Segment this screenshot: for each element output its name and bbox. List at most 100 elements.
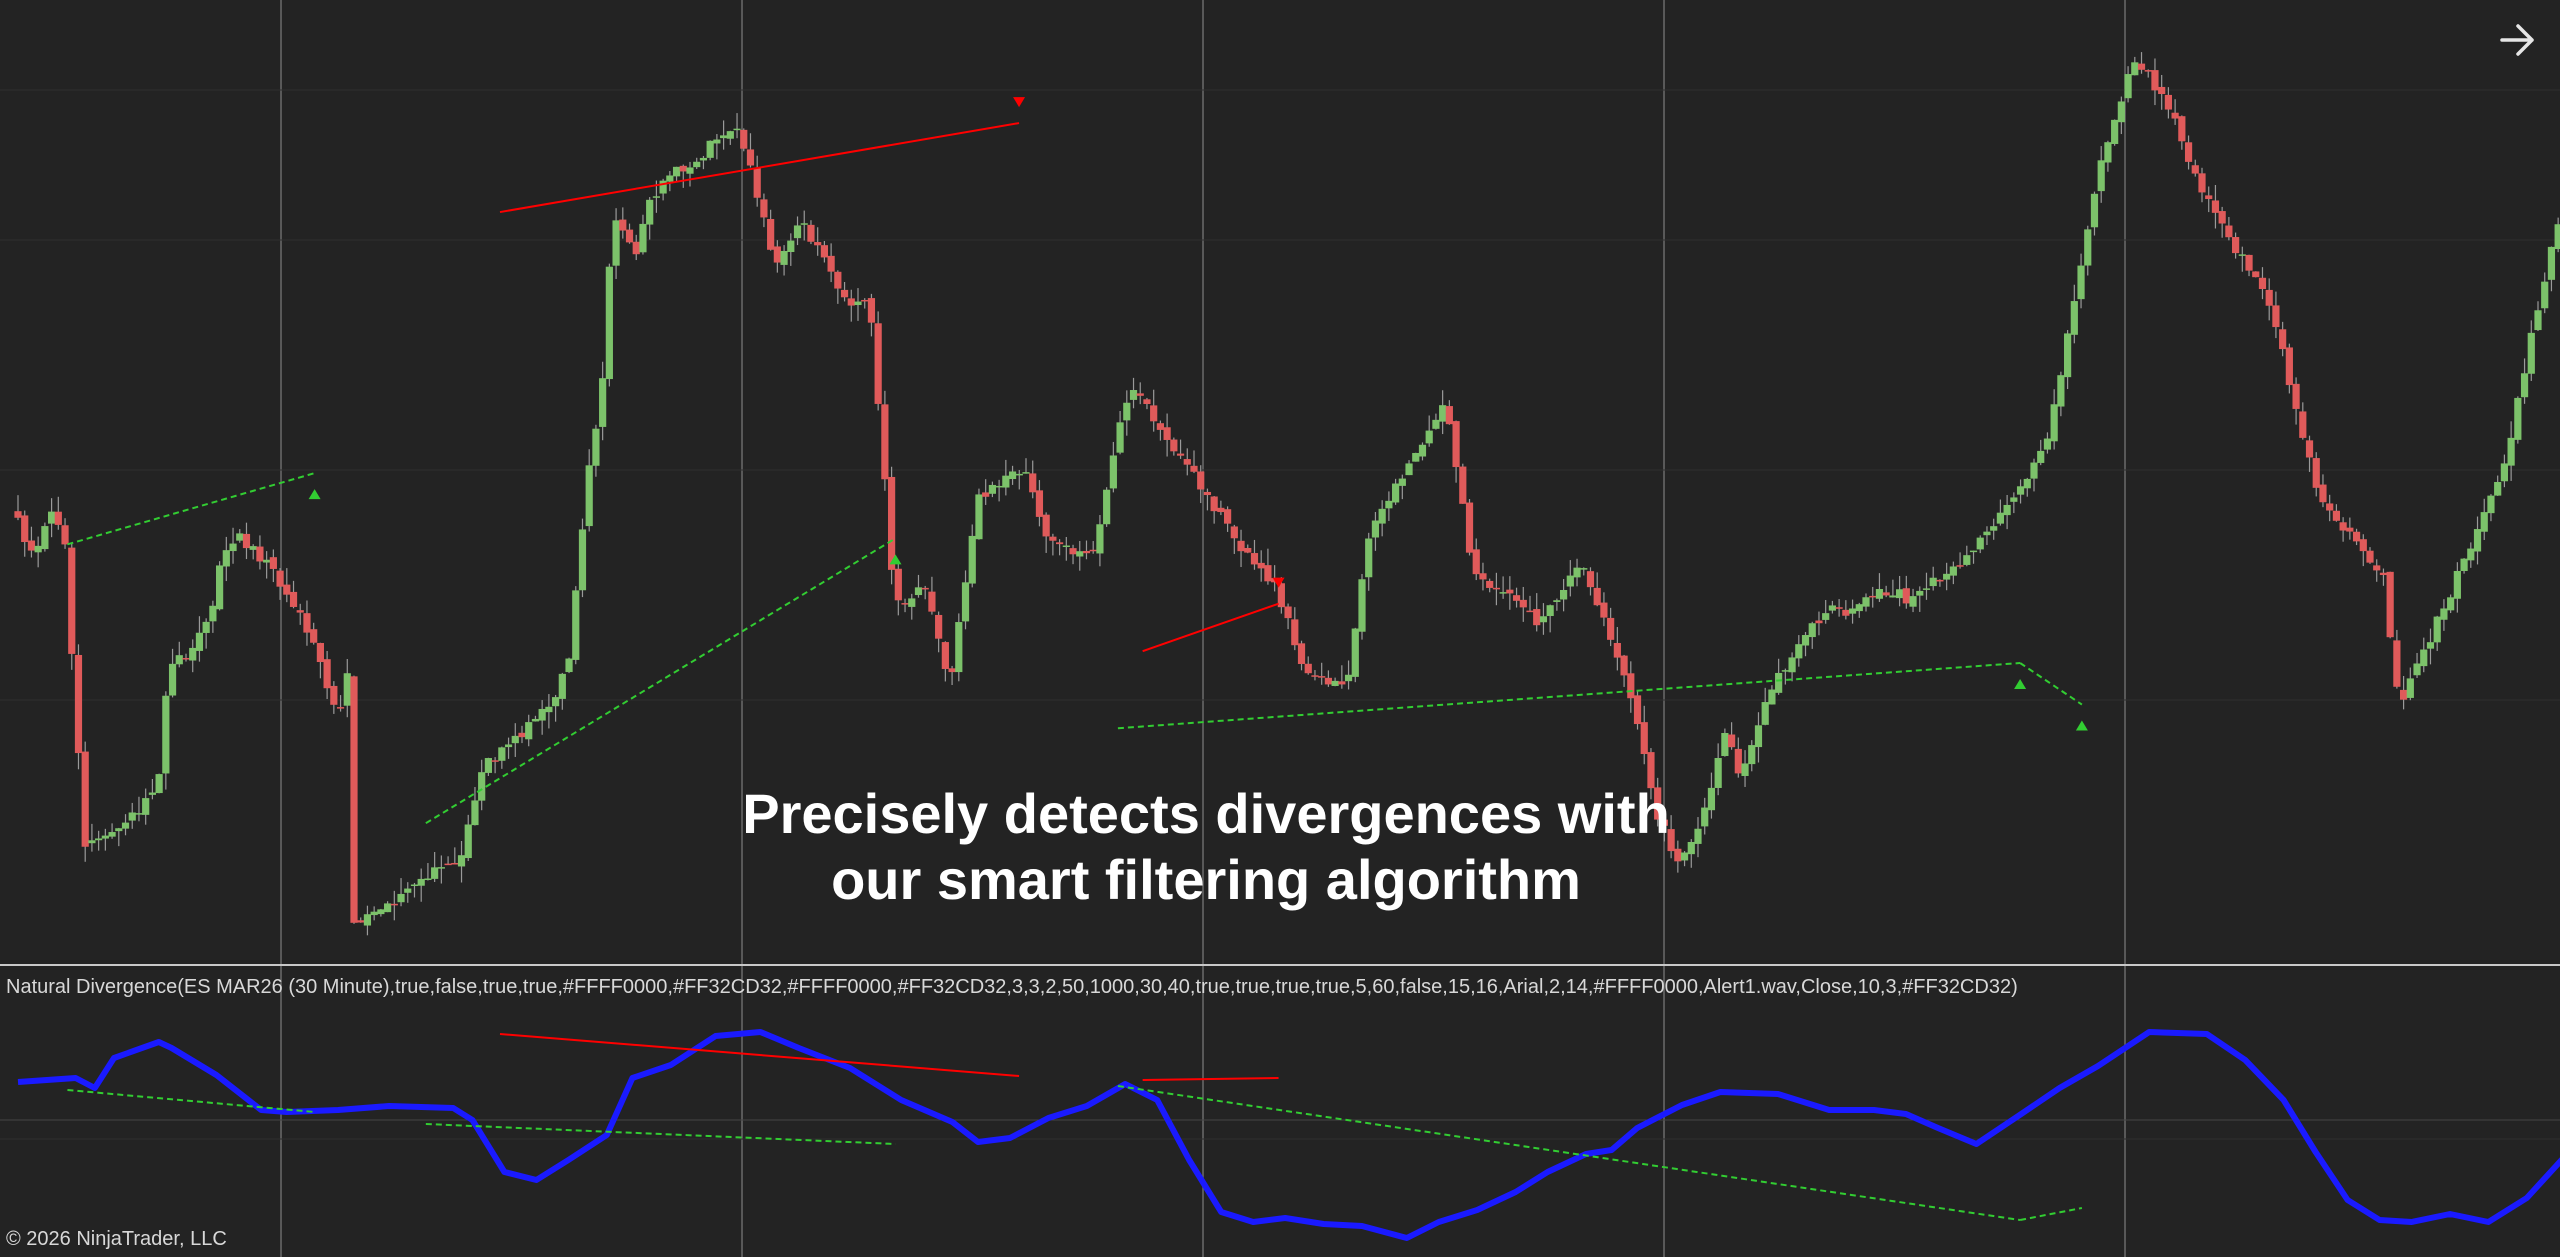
candle[interactable] — [1546, 604, 1554, 633]
candle[interactable] — [814, 227, 822, 256]
candle[interactable] — [1607, 607, 1615, 647]
candle[interactable] — [1728, 722, 1736, 750]
arrow-right-icon[interactable] — [2494, 18, 2538, 62]
candle[interactable] — [121, 814, 130, 836]
candle[interactable] — [1956, 552, 1964, 569]
candle[interactable] — [1586, 567, 1595, 596]
candle[interactable] — [2487, 494, 2495, 522]
candle[interactable] — [142, 788, 150, 825]
candle[interactable] — [2023, 477, 2031, 497]
price-pane[interactable] — [14, 52, 2560, 936]
candle[interactable] — [2406, 667, 2414, 701]
candle[interactable] — [1620, 654, 1628, 687]
candle[interactable] — [1842, 600, 1850, 620]
candle[interactable] — [1170, 437, 1178, 456]
candle[interactable] — [21, 510, 29, 557]
candle[interactable] — [182, 653, 190, 662]
candle[interactable] — [1741, 750, 1749, 787]
candle[interactable] — [2352, 528, 2361, 546]
candle[interactable] — [1969, 550, 1978, 564]
candle[interactable] — [1976, 535, 1984, 554]
candle[interactable] — [1990, 518, 1998, 540]
candle[interactable] — [377, 908, 385, 917]
candle[interactable] — [2339, 517, 2347, 542]
candle[interactable] — [1425, 415, 1433, 447]
candle[interactable] — [2117, 96, 2125, 135]
candle[interactable] — [1479, 562, 1487, 591]
candle[interactable] — [504, 737, 513, 759]
candle[interactable] — [1082, 540, 1091, 560]
candle[interactable] — [605, 263, 613, 387]
candle[interactable] — [202, 618, 210, 649]
candle[interactable] — [1667, 815, 1675, 859]
candle[interactable] — [1365, 532, 1373, 591]
candle[interactable] — [1687, 839, 1695, 868]
candle[interactable] — [343, 659, 351, 718]
candle[interactable] — [14, 495, 22, 521]
candle[interactable] — [1150, 389, 1158, 432]
candle[interactable] — [390, 890, 398, 921]
candle[interactable] — [531, 715, 540, 722]
candle[interactable] — [2467, 542, 2475, 568]
oscillator-pane[interactable] — [0, 1026, 2560, 1241]
candle[interactable] — [2211, 184, 2220, 229]
candle[interactable] — [1116, 410, 1124, 455]
candle[interactable] — [1109, 441, 1117, 493]
candle[interactable] — [2151, 58, 2159, 106]
candle[interactable] — [1183, 448, 1191, 476]
candle[interactable] — [1640, 705, 1648, 765]
candle[interactable] — [1822, 599, 1830, 624]
candle[interactable] — [1008, 465, 1017, 485]
candle[interactable] — [1371, 512, 1380, 551]
candle[interactable] — [1835, 599, 1843, 617]
candle[interactable] — [115, 827, 123, 847]
candle[interactable] — [417, 868, 425, 902]
candle[interactable] — [1338, 665, 1346, 689]
candle[interactable] — [2164, 87, 2172, 119]
candle[interactable] — [948, 665, 956, 686]
candle[interactable] — [1680, 851, 1689, 867]
candle[interactable] — [793, 216, 802, 246]
candle[interactable] — [1035, 480, 1044, 527]
candle[interactable] — [1244, 544, 1252, 554]
candle[interactable] — [1862, 593, 1870, 612]
candle[interactable] — [263, 551, 271, 579]
candle[interactable] — [1418, 442, 1427, 461]
candle[interactable] — [2460, 558, 2468, 574]
candle[interactable] — [854, 288, 862, 321]
candle[interactable] — [511, 723, 519, 757]
candle[interactable] — [1788, 652, 1796, 682]
candle[interactable] — [2171, 99, 2179, 125]
candle[interactable] — [48, 498, 56, 538]
candle[interactable] — [1264, 548, 1272, 585]
candle[interactable] — [767, 209, 775, 251]
candle[interactable] — [2258, 267, 2267, 300]
candle[interactable] — [1089, 541, 1097, 554]
candle[interactable] — [1539, 603, 1548, 635]
candle[interactable] — [746, 133, 755, 168]
candle[interactable] — [2084, 225, 2092, 276]
candle[interactable] — [2279, 321, 2287, 357]
candle[interactable] — [229, 527, 237, 564]
candle[interactable] — [625, 223, 634, 244]
candle[interactable] — [1156, 420, 1164, 441]
candle[interactable] — [2077, 253, 2085, 309]
candle[interactable] — [323, 650, 331, 700]
candle[interactable] — [498, 746, 506, 769]
candle[interactable] — [1896, 575, 1904, 607]
candle[interactable] — [1929, 566, 1937, 591]
candle[interactable] — [1331, 677, 1339, 687]
candle[interactable] — [431, 852, 439, 882]
candle[interactable] — [894, 560, 902, 616]
candle[interactable] — [1593, 572, 1601, 607]
candle[interactable] — [457, 841, 466, 883]
candle[interactable] — [61, 518, 69, 549]
candle[interactable] — [1486, 578, 1494, 593]
candle[interactable] — [861, 298, 869, 309]
candle[interactable] — [1103, 487, 1111, 527]
candle[interactable] — [1465, 499, 1474, 556]
candle[interactable] — [410, 882, 419, 898]
candle[interactable] — [1633, 690, 1642, 730]
candle[interactable] — [256, 535, 264, 570]
candle[interactable] — [2447, 594, 2455, 614]
